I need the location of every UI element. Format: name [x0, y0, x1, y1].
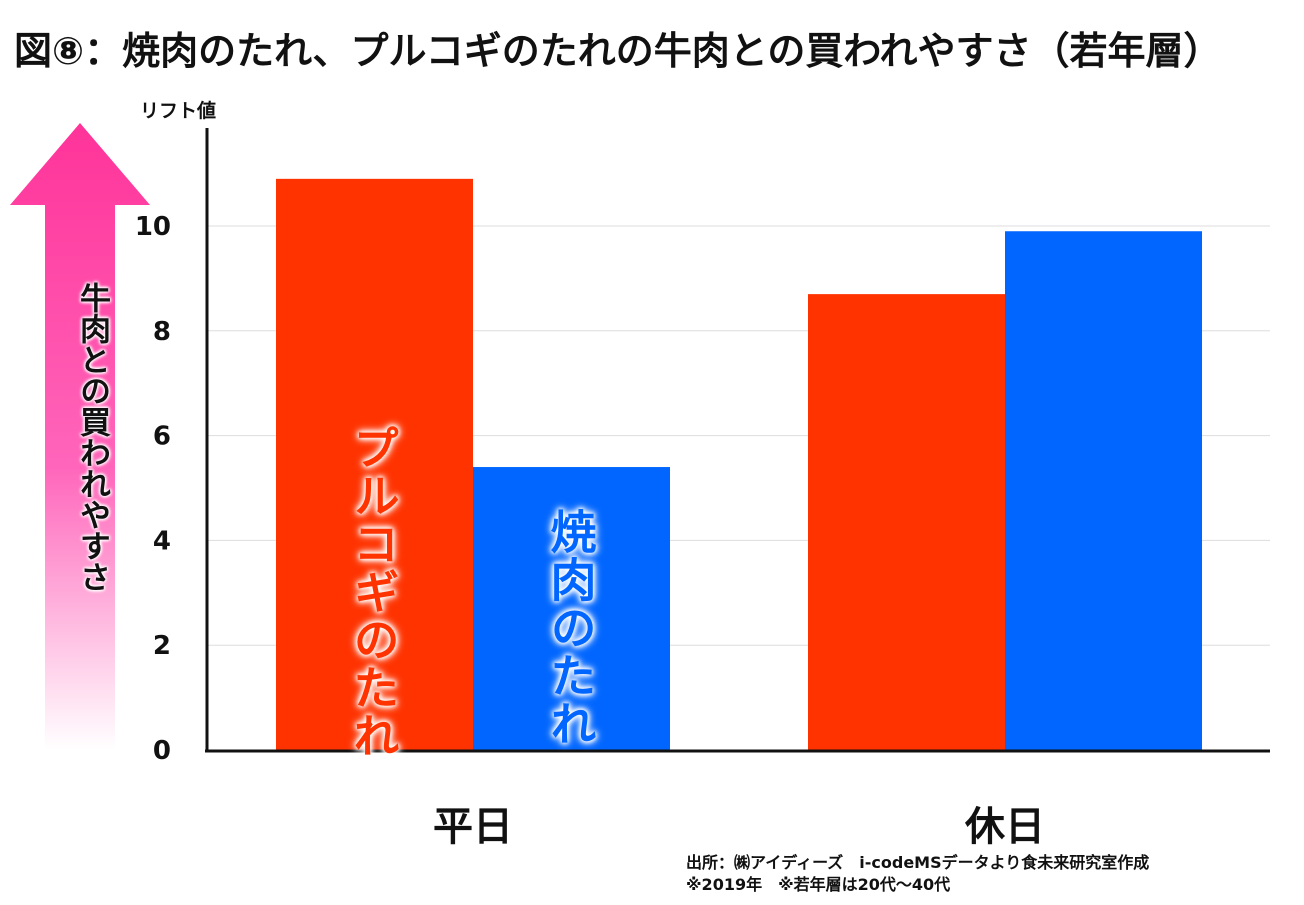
bar-yakiniku-1: [1005, 231, 1202, 751]
y-tick-label: 2: [153, 631, 171, 661]
y-tick-label: 0: [153, 736, 171, 766]
y-tick-label: 8: [153, 317, 171, 347]
series-label-yakiniku: 焼肉のたれ: [543, 508, 598, 748]
arrow-label: 牛肉との買われやすさ: [74, 282, 110, 592]
source-line: 出所：㈱アイディーズ i-codeMSデータより食未来研究室作成: [686, 853, 1150, 872]
category-labels: 平日 休日: [433, 804, 1045, 850]
y-tick-label: 6: [153, 422, 171, 452]
bar-bulgogi-1: [808, 294, 1005, 750]
series-label-bulgogi: プルコギのたれ: [346, 424, 401, 760]
y-tick-label: 4: [153, 526, 171, 556]
axes: [205, 128, 1270, 753]
y-tick-label: 10: [135, 212, 171, 242]
category-label: 平日: [433, 804, 513, 850]
y-axis-label: リフト値: [140, 100, 217, 122]
source-note: 出所：㈱アイディーズ i-codeMSデータより食未来研究室作成 ※2019年 …: [686, 852, 1149, 896]
chart-title: 図⑧：焼肉のたれ、プルコギのたれの牛肉との買われやすさ（若年層）: [14, 29, 1222, 73]
y-tick-labels: 0 2 4 6 8 10: [135, 212, 171, 766]
bar-yakiniku-0: [473, 467, 670, 750]
bars: [276, 178, 1202, 751]
up-arrow-icon: [10, 123, 150, 750]
bar-bulgogi-0: [276, 178, 473, 751]
source-note-line: ※2019年 ※若年層は20代～40代: [686, 875, 951, 894]
category-label: 休日: [964, 804, 1045, 850]
